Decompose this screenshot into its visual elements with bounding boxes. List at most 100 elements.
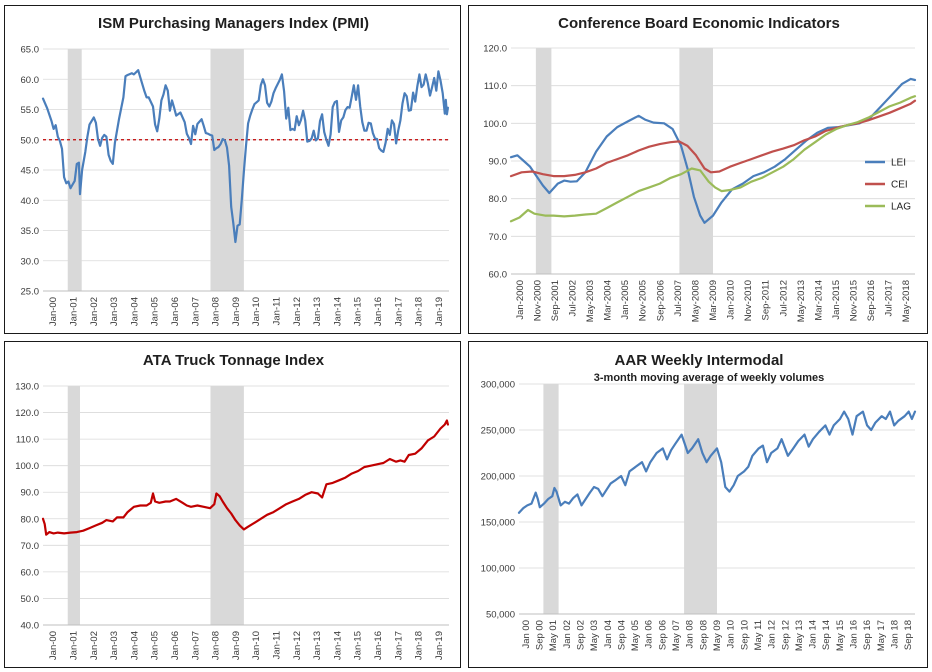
series-line	[41, 69, 449, 244]
y-tick-label: 150,000	[481, 518, 515, 529]
aar-chart: AAR Weekly Intermodal 3-month moving aver…	[481, 352, 917, 651]
recession-band	[67, 386, 81, 625]
x-tick-label: Jan-2015	[831, 280, 842, 320]
x-tick-label: May 17	[876, 620, 887, 651]
x-tick-label: Jan-14	[332, 631, 343, 660]
x-tick-label: Jan 18	[890, 620, 901, 649]
x-tick-label: May 13	[794, 620, 805, 651]
x-tick-label: Jan-19	[434, 631, 445, 660]
x-tick-label: Nov-2010	[743, 280, 754, 321]
x-tick-label: May 03	[589, 620, 600, 651]
x-tick-label: Jan-16	[373, 297, 384, 326]
recession-band	[684, 384, 717, 614]
legend-label: LEI	[891, 158, 906, 169]
y-tick-label: 50,000	[486, 610, 515, 621]
x-tick-label: Jan-06	[170, 631, 181, 660]
x-tick-label: Jan-05	[150, 631, 161, 660]
y-tick-label: 50.0	[21, 594, 40, 605]
conference-chart-panel: Conference Board Economic Indicators 60.0…	[468, 5, 928, 334]
x-tick-label: Jan-15	[353, 631, 364, 660]
ata-chart-panel: ATA Truck Tonnage Index 40.0 50.0 60.0 70.0 8…	[4, 341, 461, 668]
x-tick-label: Jan 04	[603, 620, 614, 649]
y-tick-label: 60.0	[21, 75, 40, 86]
x-tick-label: Jan-18	[414, 297, 425, 326]
x-tick-label: Jan-01	[68, 631, 79, 660]
x-tick-label: Jan 06	[644, 620, 655, 649]
y-tick-label: 250,000	[481, 426, 515, 437]
y-tick-label: 60.0	[489, 270, 508, 281]
x-tick-label: Jan-14	[332, 297, 343, 326]
x-tick-label: May-2018	[901, 280, 912, 322]
y-tick-label: 30.0	[21, 256, 40, 267]
y-tick-label: 200,000	[481, 472, 515, 483]
y-tick-label: 45.0	[21, 166, 40, 177]
x-tick-label: Sep-2016	[866, 280, 877, 321]
x-tick-label: Jan 14	[808, 620, 819, 649]
y-tick-label: 60.0	[21, 567, 40, 578]
y-tick-label: 100.0	[15, 461, 39, 472]
x-tick-label: Jan-01	[68, 297, 79, 326]
x-tick-label: Jan-13	[312, 297, 323, 326]
x-tick-label: Jan-07	[190, 631, 201, 660]
x-tick-label: Sep-2006	[655, 280, 666, 321]
x-tick-label: Jan-03	[109, 631, 120, 660]
x-tick-label: Jan-16	[373, 631, 384, 660]
x-tick-label: Jul-2002	[567, 280, 578, 316]
x-tick-label: Jan-19	[434, 297, 445, 326]
x-tick-label: Jan-2010	[726, 280, 737, 320]
x-tick-label: Jan 02	[562, 620, 573, 649]
series-line	[41, 419, 449, 536]
x-tick-label: Jan-11	[271, 297, 282, 325]
y-tick-label: 120.0	[483, 44, 507, 55]
x-tick-label: Sep 18	[903, 620, 914, 650]
x-tick-label: Nov-2015	[849, 280, 860, 321]
pmi-chart-panel: ISM Purchasing Managers Index (PMI) 25.0 3…	[4, 5, 461, 334]
y-tick-label: 100,000	[481, 564, 515, 575]
x-tick-label: Jan-09	[231, 297, 242, 326]
x-tick-label: Jan 10	[726, 620, 737, 649]
recession-band	[210, 386, 244, 625]
y-tick-label: 100.0	[483, 119, 507, 130]
x-tick-label: Jan-00	[48, 297, 59, 326]
y-tick-label: 25.0	[21, 287, 40, 298]
y-tick-label: 70.0	[489, 232, 508, 243]
x-tick-label: Jan-05	[150, 297, 161, 326]
x-tick-label: Jan-13	[312, 631, 323, 660]
x-tick-label: Sep 04	[616, 620, 627, 650]
x-tick-label: Sep 16	[862, 620, 873, 650]
x-tick-label: May-2003	[585, 280, 596, 322]
x-tick-label: Jan-04	[129, 297, 140, 326]
x-tick-label: May 09	[712, 620, 723, 651]
y-tick-label: 80.0	[21, 514, 40, 525]
y-tick-label: 65.0	[21, 45, 40, 56]
x-tick-label: Jan-02	[89, 631, 100, 660]
y-tick-label: 300,000	[481, 380, 515, 391]
y-tick-label: 90.0	[489, 157, 508, 168]
x-tick-label: Jan-17	[393, 297, 404, 326]
x-tick-label: Nov-2000	[532, 280, 543, 321]
y-tick-label: 40.0	[21, 196, 40, 207]
y-tick-label: 80.0	[489, 194, 508, 205]
x-tick-label: Jan-15	[353, 297, 364, 326]
x-tick-label: Jan-17	[393, 631, 404, 660]
y-tick-label: 50.0	[21, 135, 40, 146]
chart-title: ATA Truck Tonnage Index	[143, 352, 325, 369]
x-tick-label: Jan-09	[231, 631, 242, 660]
x-tick-label: Mar-2009	[708, 280, 719, 321]
conference-chart: Conference Board Economic Indicators 60.0…	[483, 15, 917, 322]
x-tick-label: May 05	[630, 620, 641, 651]
x-tick-label: May-2008	[690, 280, 701, 322]
y-tick-label: 130.0	[15, 382, 39, 393]
y-tick-label: 55.0	[21, 105, 40, 116]
x-tick-label: Sep 10	[739, 620, 750, 650]
x-tick-label: Jan-08	[211, 631, 222, 660]
x-tick-label: Jan-2005	[620, 280, 631, 320]
x-tick-label: May-2013	[796, 280, 807, 322]
x-tick-label: Jan-11	[271, 631, 282, 659]
legend-label: CEI	[891, 180, 908, 191]
x-tick-label: May 07	[671, 620, 682, 651]
x-tick-label: Jan-18	[414, 631, 425, 660]
ata-chart: ATA Truck Tonnage Index 40.0 50.0 60.0 70.0 8…	[15, 352, 449, 660]
x-tick-label: Sep 02	[575, 620, 586, 650]
series-line-lag	[509, 95, 917, 223]
